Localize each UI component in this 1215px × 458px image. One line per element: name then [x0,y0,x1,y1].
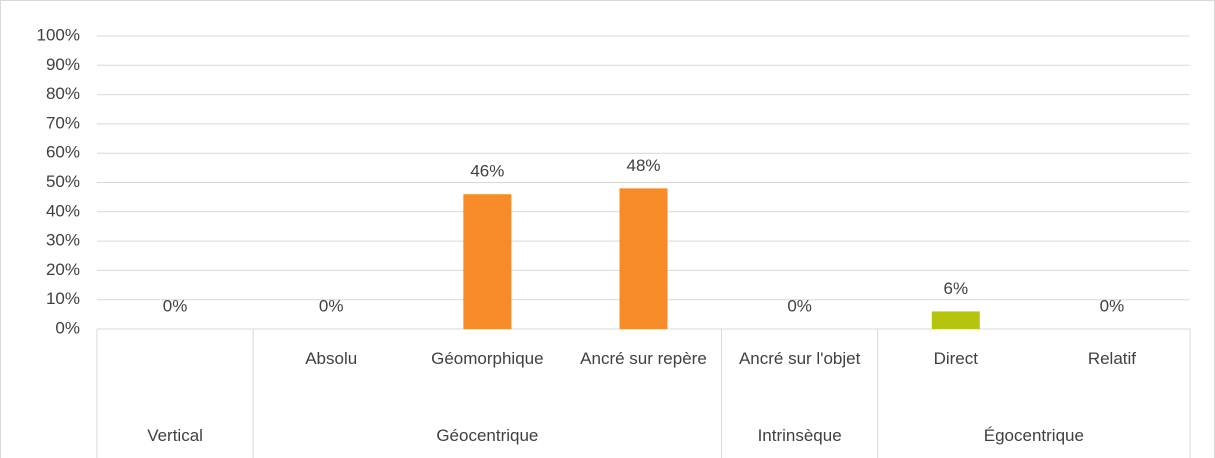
x-tick-label: Absolu [305,349,358,368]
x-tick-label: Géomorphique [431,349,544,368]
group-label: Géocentrique [436,426,539,445]
data-label: 6% [943,279,968,298]
data-label: 46% [470,162,504,181]
y-tick-label: 40% [46,201,80,220]
group-label: Intrinsèque [757,426,842,445]
y-tick-label: 100% [37,25,80,44]
x-tick-label: Direct [933,349,978,368]
y-tick-label: 20% [46,260,80,279]
bar [931,311,980,329]
x-tick-label: Ancré sur l'objet [738,349,861,368]
y-tick-label: 70% [46,113,80,132]
y-tick-label: 10% [46,289,80,308]
y-tick-label: 60% [46,143,80,162]
x-tick-label: Relatif [1087,349,1136,368]
data-label: 48% [626,156,660,175]
group-label: Égocentrique [983,426,1084,445]
data-label: 0% [163,296,188,315]
x-tick-label: Ancré sur repère [580,349,707,368]
bar [463,194,512,329]
data-label: 0% [787,296,812,315]
y-tick-label: 0% [55,318,80,337]
bar [619,188,668,329]
y-tick-label: 50% [46,172,80,191]
y-tick-label: 80% [46,84,80,103]
y-tick-label: 90% [46,55,80,74]
data-label: 0% [1100,296,1125,315]
group-label: Vertical [147,426,203,445]
y-tick-label: 30% [46,231,80,250]
data-label: 0% [319,296,344,315]
